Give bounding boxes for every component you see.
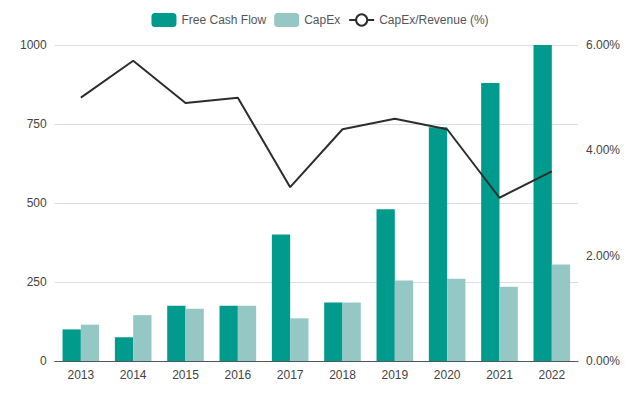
svg-text:Free Cash Flow: Free Cash Flow: [181, 13, 266, 27]
svg-text:750: 750: [27, 117, 47, 131]
svg-text:2019: 2019: [381, 368, 408, 382]
svg-text:2022: 2022: [538, 368, 565, 382]
svg-text:4.00%: 4.00%: [586, 143, 620, 157]
svg-text:2014: 2014: [120, 368, 147, 382]
svg-text:250: 250: [27, 275, 47, 289]
svg-text:2017: 2017: [277, 368, 304, 382]
svg-text:2.00%: 2.00%: [586, 249, 620, 263]
svg-text:0: 0: [40, 354, 47, 368]
svg-text:6.00%: 6.00%: [586, 38, 620, 52]
svg-text:0.00%: 0.00%: [586, 354, 620, 368]
svg-text:2015: 2015: [172, 368, 199, 382]
svg-text:1000: 1000: [20, 38, 47, 52]
svg-text:2020: 2020: [434, 368, 461, 382]
svg-text:CapEx/Revenue (%): CapEx/Revenue (%): [379, 13, 488, 27]
svg-text:2013: 2013: [68, 368, 95, 382]
svg-text:500: 500: [27, 196, 47, 210]
svg-text:2021: 2021: [486, 368, 513, 382]
svg-text:2018: 2018: [329, 368, 356, 382]
svg-text:CapEx: CapEx: [304, 13, 340, 27]
svg-text:2016: 2016: [224, 368, 251, 382]
